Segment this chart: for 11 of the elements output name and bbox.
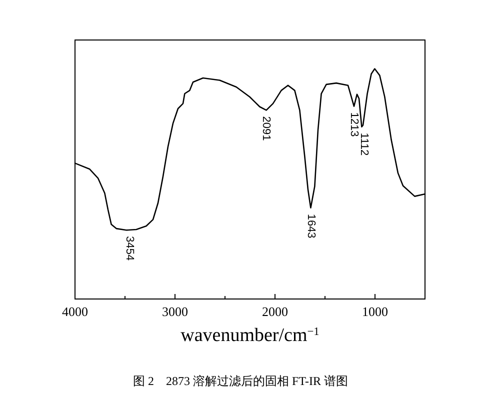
x-tick-label: 4000: [62, 304, 88, 319]
x-tick-label: 2000: [262, 304, 288, 319]
annotation: 1213: [348, 112, 360, 137]
annotation: 3454: [124, 236, 136, 261]
annotation: 1643: [304, 214, 317, 238]
annotation: 2091: [260, 116, 272, 141]
caption: 图 2 2873 溶解过滤后的固相 FT-IR 谱图: [133, 374, 348, 388]
annotation: 1112: [358, 132, 370, 156]
x-tick-label: 3000: [162, 304, 188, 319]
x-axis-title: wavenumber/cm$^{−1}$: [180, 325, 320, 346]
x-tick-label: 1000: [362, 304, 388, 319]
